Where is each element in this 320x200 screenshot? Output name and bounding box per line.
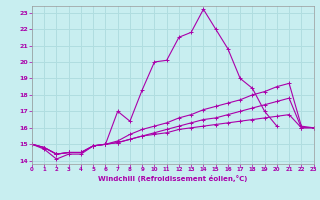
X-axis label: Windchill (Refroidissement éolien,°C): Windchill (Refroidissement éolien,°C): [98, 175, 247, 182]
